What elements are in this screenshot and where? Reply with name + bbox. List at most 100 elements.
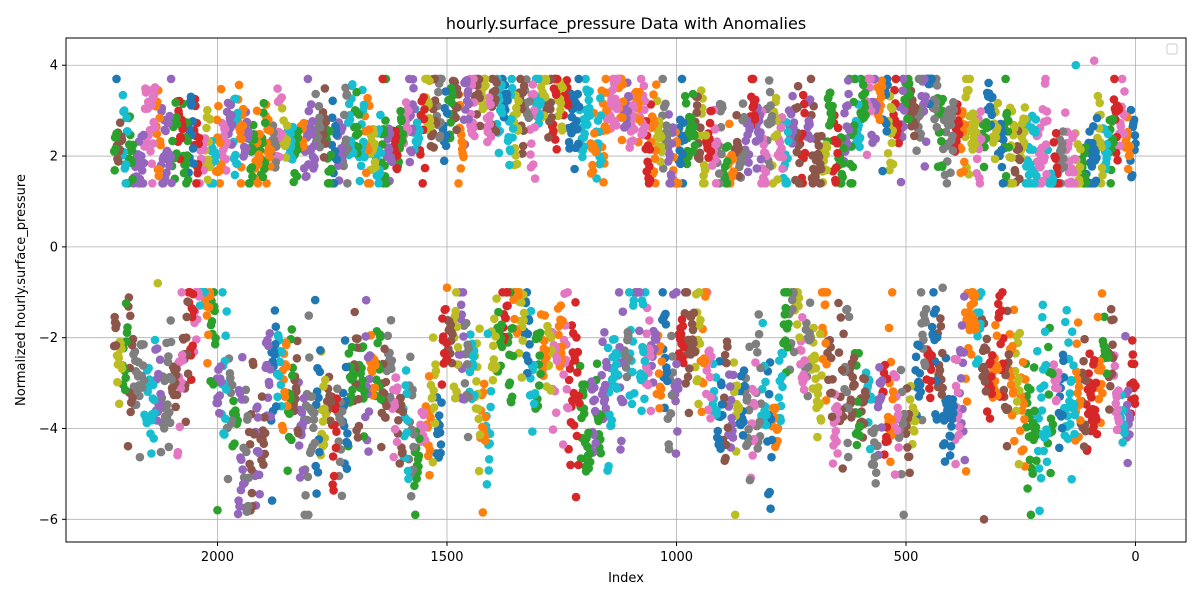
data-point	[815, 329, 825, 339]
data-point	[238, 465, 247, 474]
data-point	[267, 348, 276, 357]
data-point	[640, 394, 649, 404]
data-point	[994, 299, 1003, 309]
data-point	[1002, 441, 1012, 451]
data-point	[930, 114, 939, 124]
data-point	[642, 329, 651, 339]
data-point	[374, 179, 383, 188]
data-point	[229, 396, 238, 406]
data-point	[439, 156, 449, 166]
data-point	[153, 278, 163, 288]
data-point	[830, 433, 839, 442]
data-point	[287, 325, 297, 334]
data-point	[1061, 317, 1070, 327]
data-point	[1117, 74, 1127, 84]
data-point	[623, 327, 633, 337]
data-point	[304, 106, 314, 116]
data-point	[744, 405, 754, 415]
data-point	[1049, 138, 1059, 147]
data-point	[702, 389, 711, 399]
data-point	[298, 466, 308, 475]
data-point	[490, 314, 499, 324]
data-point	[706, 106, 715, 116]
data-point	[939, 411, 948, 421]
data-point	[181, 417, 191, 427]
data-point	[486, 386, 496, 396]
data-point	[435, 133, 444, 143]
data-point	[228, 441, 237, 451]
data-point	[351, 334, 361, 343]
data-point	[562, 384, 572, 394]
data-point	[1008, 389, 1018, 398]
data-point	[674, 349, 684, 358]
data-point	[1064, 338, 1073, 347]
data-point	[675, 146, 684, 155]
data-point	[882, 127, 891, 136]
data-point	[723, 423, 733, 433]
data-point	[301, 401, 311, 410]
data-point	[166, 74, 176, 84]
data-point	[1108, 340, 1117, 350]
data-point	[697, 407, 706, 417]
data-point	[692, 101, 702, 110]
data-point	[164, 442, 174, 452]
data-point	[1057, 423, 1067, 433]
data-point	[465, 367, 475, 377]
data-point	[888, 387, 898, 396]
data-point	[178, 333, 188, 343]
data-point	[658, 164, 668, 173]
data-point	[1098, 171, 1107, 180]
data-point	[677, 74, 687, 84]
data-point	[978, 372, 987, 382]
data-point	[463, 340, 472, 350]
data-point	[1097, 289, 1107, 298]
data-point	[1111, 399, 1121, 408]
data-point	[494, 148, 504, 158]
data-point	[781, 303, 790, 313]
data-point	[382, 366, 392, 376]
data-point	[649, 326, 658, 336]
data-point	[167, 178, 176, 188]
data-point	[937, 390, 947, 399]
data-point	[827, 412, 837, 422]
data-point	[1078, 375, 1088, 384]
data-point	[484, 466, 494, 475]
data-point	[215, 408, 224, 418]
data-point	[416, 420, 425, 430]
data-point	[113, 154, 122, 164]
data-point	[925, 384, 934, 393]
data-point	[440, 305, 450, 315]
data-point	[340, 336, 350, 345]
data-point	[916, 288, 926, 297]
data-point	[451, 288, 461, 297]
data-point	[553, 304, 563, 313]
data-point	[765, 87, 775, 97]
data-point	[1038, 105, 1048, 114]
data-point	[559, 335, 569, 345]
data-point	[536, 82, 546, 91]
data-point	[833, 148, 842, 158]
data-point	[917, 91, 926, 101]
data-point	[239, 152, 248, 161]
data-point	[920, 358, 929, 367]
data-point	[332, 427, 341, 437]
legend-box	[1166, 43, 1178, 55]
data-point	[726, 395, 736, 405]
data-point	[608, 352, 617, 362]
data-point	[486, 402, 495, 412]
data-point	[663, 157, 673, 166]
x-tick-label: 0	[1131, 550, 1139, 565]
data-point	[263, 147, 273, 157]
data-point	[395, 459, 405, 468]
data-point	[376, 110, 385, 120]
data-point	[1105, 405, 1114, 414]
data-point	[1093, 312, 1103, 322]
data-point	[617, 436, 626, 446]
data-point	[702, 366, 712, 375]
data-point	[309, 415, 319, 424]
data-point	[732, 110, 741, 120]
data-point	[1016, 426, 1025, 436]
data-point	[592, 174, 601, 183]
data-point	[933, 382, 943, 392]
data-point	[834, 348, 844, 357]
